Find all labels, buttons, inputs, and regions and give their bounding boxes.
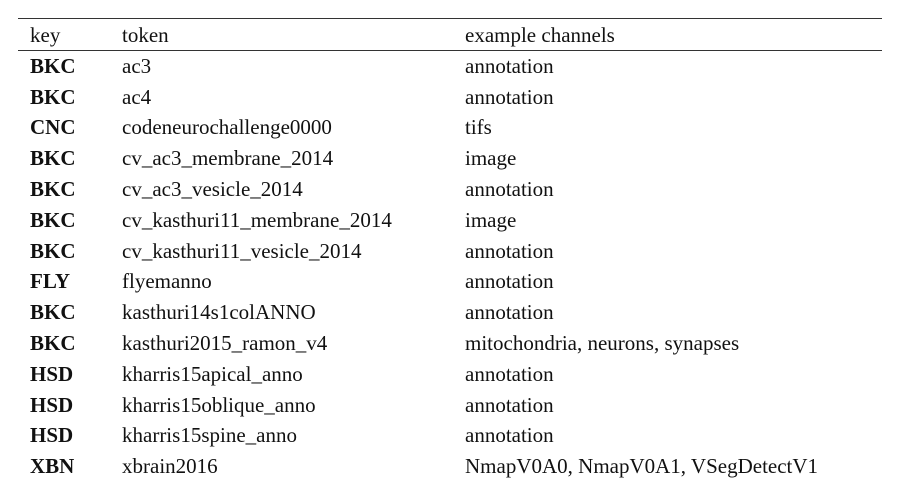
row-channels: image (465, 146, 517, 171)
row-key: FLY (30, 269, 71, 294)
row-key: BKC (30, 300, 76, 325)
row-key: HSD (30, 361, 74, 386)
row-channels: annotation (465, 423, 554, 448)
row-channels: annotation (465, 269, 554, 294)
row-channels: annotation (465, 53, 554, 78)
row-token: kasthuri14s1colANNO (122, 300, 316, 325)
row-token: ac3 (122, 53, 152, 78)
row-channels: annotation (465, 392, 554, 417)
row-key: BKC (30, 238, 76, 263)
token-table: key token example channels BKC ac3 annotat… (18, 18, 882, 482)
table-row: BKC cv_ac3_vesicle_2014 annotation (18, 174, 882, 205)
row-channels: mitochondria, neurons, synapses (465, 331, 740, 356)
row-key: BKC (30, 177, 76, 202)
header-row: key token example channels (18, 18, 882, 51)
row-token: cv_ac3_vesicle_2014 (122, 177, 303, 202)
row-key: BKC (30, 207, 76, 232)
table-row: HSD kharris15oblique_anno annotation (18, 390, 882, 421)
row-token: xbrain2016 (122, 454, 218, 479)
row-key: XBN (30, 454, 75, 479)
row-channels: tifs (465, 115, 492, 140)
table-row: HSD kharris15apical_anno annotation (18, 359, 882, 390)
table-row: BKC ac3 annotation (18, 50, 882, 82)
table-row: BKC cv_kasthuri11_vesicle_2014 annotation (18, 236, 882, 267)
table-row: CNC codeneurochallenge0000 tifs (18, 113, 882, 144)
row-key: BKC (30, 331, 76, 356)
row-token: kharris15spine_anno (122, 423, 297, 448)
row-channels: annotation (465, 238, 554, 263)
table-row: HSD kharris15spine_anno annotation (18, 421, 882, 452)
row-token: ac4 (122, 84, 152, 109)
table-row: BKC ac4 annotation (18, 82, 882, 113)
table-row: BKC kasthuri14s1colANNO annotation (18, 297, 882, 328)
table-row: BKC cv_ac3_membrane_2014 image (18, 143, 882, 174)
header-token: token (122, 22, 169, 47)
table-row: FLY flyemanno annotation (18, 267, 882, 298)
row-key: BKC (30, 53, 76, 78)
table-row: XBN xbrain2016 NmapV0A0, NmapV0A1, VSegDet… (18, 451, 882, 482)
row-token: kasthuri2015_ramon_v4 (122, 331, 328, 356)
row-token: kharris15apical_anno (122, 361, 303, 386)
header-key: key (30, 22, 61, 47)
row-key: BKC (30, 146, 76, 171)
table-row: BKC kasthuri2015_ramon_v4 mitochondria, ne… (18, 328, 882, 359)
row-key: CNC (30, 115, 76, 140)
header-channels: example channels (465, 22, 615, 47)
row-channels: annotation (465, 84, 554, 109)
row-key: HSD (30, 423, 74, 448)
data-table-container: key token example channels BKC ac3 annotat… (18, 18, 882, 482)
row-channels: annotation (465, 361, 554, 386)
table-body: BKC ac3 annotation BKC ac4 annotation CNC coden… (18, 50, 882, 483)
table-header: key token example channels (18, 18, 882, 51)
row-key: HSD (30, 392, 74, 417)
row-token: cv_kasthuri11_vesicle_2014 (122, 238, 362, 263)
row-token: cv_kasthuri11_membrane_2014 (122, 207, 392, 232)
row-token: flyemanno (122, 269, 212, 294)
row-token: kharris15oblique_anno (122, 392, 316, 417)
row-token: cv_ac3_membrane_2014 (122, 146, 334, 171)
row-token: codeneurochallenge0000 (122, 115, 332, 140)
row-key: BKC (30, 84, 76, 109)
row-channels: image (465, 207, 517, 232)
row-channels: annotation (465, 300, 554, 325)
row-channels: NmapV0A0, NmapV0A1, VSegDetectV1 (465, 454, 819, 479)
row-channels: annotation (465, 177, 554, 202)
table-row: BKC cv_kasthuri11_membrane_2014 image (18, 205, 882, 236)
